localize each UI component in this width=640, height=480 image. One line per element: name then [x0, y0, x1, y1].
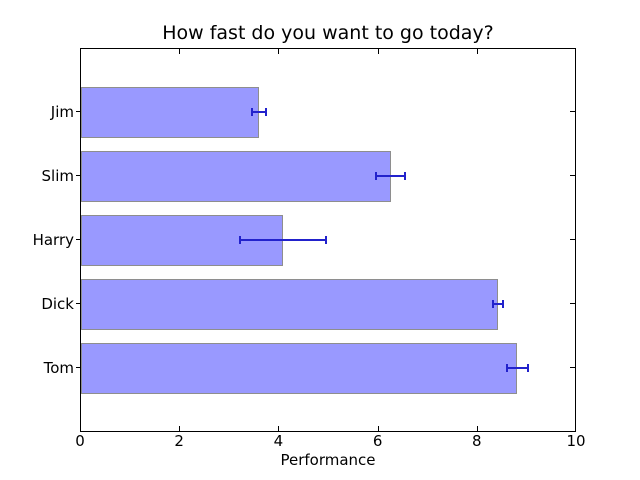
error-bar-cap-left-harry — [239, 236, 241, 244]
bar-tom — [81, 342, 517, 394]
y-tick-label-jim: Jim — [50, 103, 74, 121]
x-tick-label-8: 8 — [472, 432, 482, 450]
x-tick-top-4 — [278, 49, 279, 54]
x-tick-top-2 — [179, 49, 180, 54]
error-bar-slim — [376, 175, 406, 177]
y-tick-label-harry: Harry — [32, 231, 74, 249]
chart-title: How fast do you want to go today? — [162, 22, 494, 44]
x-tick-label-0: 0 — [75, 432, 85, 450]
x-tick-top-6 — [378, 49, 379, 54]
error-bar-cap-left-tom — [506, 364, 508, 372]
error-bar-jim — [252, 111, 266, 113]
error-bar-tom — [507, 367, 529, 369]
y-tick-right-dick — [570, 303, 575, 304]
y-tick-right-tom — [570, 367, 575, 368]
y-tick-left-slim — [76, 175, 80, 176]
y-tick-right-harry — [570, 239, 575, 240]
error-bar-dick — [493, 303, 503, 305]
y-tick-right-slim — [570, 175, 575, 176]
bar-jim — [81, 86, 259, 138]
y-tick-left-dick — [76, 303, 80, 304]
error-bar-cap-left-jim — [251, 108, 253, 116]
error-bar-harry — [240, 239, 325, 241]
plot-area — [80, 48, 576, 432]
error-bar-cap-right-harry — [325, 236, 327, 244]
error-bar-cap-right-tom — [527, 364, 529, 372]
error-bar-cap-left-slim — [375, 172, 377, 180]
x-tick-label-4: 4 — [273, 432, 284, 450]
y-tick-right-jim — [570, 111, 575, 112]
x-tick-label-6: 6 — [372, 432, 383, 450]
error-bar-cap-left-dick — [492, 300, 494, 308]
x-tick-label-2: 2 — [174, 432, 184, 450]
x-tick-bottom-8 — [477, 426, 478, 431]
error-bar-cap-right-jim — [265, 108, 267, 116]
x-axis-label: Performance — [280, 451, 376, 469]
bar-dick — [81, 278, 498, 330]
error-bar-cap-right-dick — [502, 300, 504, 308]
x-tick-bottom-6 — [378, 426, 379, 431]
y-tick-left-jim — [76, 111, 80, 112]
y-tick-label-tom: Tom — [43, 359, 74, 377]
bar-slim — [81, 150, 391, 202]
y-tick-left-tom — [76, 367, 80, 368]
x-tick-bottom-4 — [278, 426, 279, 431]
y-tick-left-harry — [76, 239, 80, 240]
x-tick-bottom-2 — [179, 426, 180, 431]
x-tick-top-8 — [477, 49, 478, 54]
y-tick-label-dick: Dick — [41, 295, 74, 313]
error-bar-cap-right-slim — [404, 172, 406, 180]
x-tick-label-10: 10 — [566, 432, 586, 450]
y-tick-label-slim: Slim — [41, 167, 74, 185]
